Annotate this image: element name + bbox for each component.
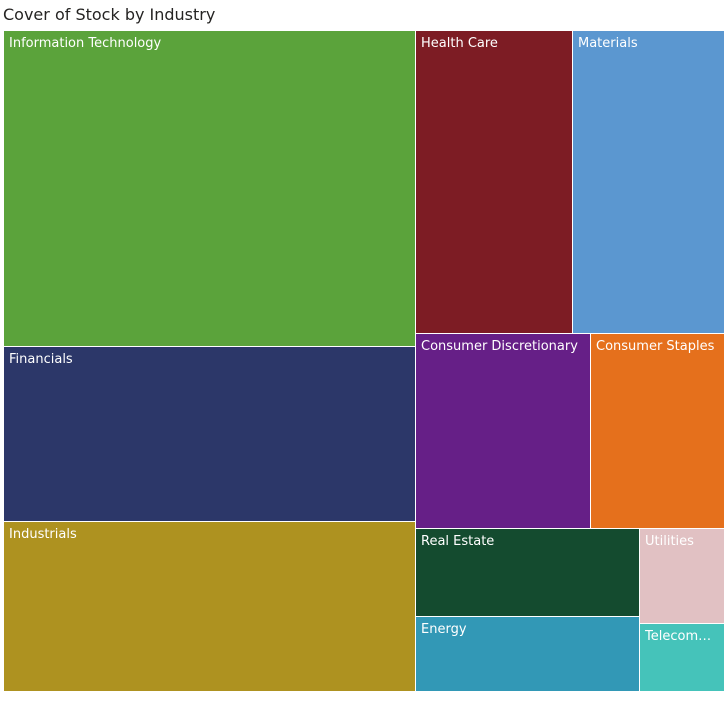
tile-label: Materials — [578, 36, 638, 51]
tile-label: Health Care — [421, 36, 498, 51]
tile-consumer-discretionary[interactable]: Consumer Discretionary — [415, 333, 591, 529]
chart-title: Cover of Stock by Industry — [3, 5, 216, 24]
tile-label: Financials — [9, 352, 73, 367]
tile-label: Utilities — [645, 534, 694, 549]
tile-health-care[interactable]: Health Care — [415, 30, 573, 334]
tile-materials[interactable]: Materials — [572, 30, 725, 334]
tile-telecommunication[interactable]: Telecomm... — [639, 623, 725, 692]
tile-label: Industrials — [9, 527, 77, 542]
tile-label: Real Estate — [421, 534, 495, 549]
tile-label: Consumer Staples — [596, 339, 715, 354]
tile-real-estate[interactable]: Real Estate — [415, 528, 640, 617]
tile-industrials[interactable]: Industrials — [3, 521, 416, 692]
tile-label: Information Technology — [9, 36, 162, 51]
tile-energy[interactable]: Energy — [415, 616, 640, 692]
tile-label: Energy — [421, 622, 467, 637]
tile-utilities[interactable]: Utilities — [639, 528, 725, 624]
tile-information-technology[interactable]: Information Technology — [3, 30, 416, 347]
tile-consumer-staples[interactable]: Consumer Staples — [590, 333, 725, 529]
tile-label: Consumer Discretionary — [421, 339, 578, 354]
tile-financials[interactable]: Financials — [3, 346, 416, 522]
tile-label: Telecomm... — [645, 629, 720, 644]
